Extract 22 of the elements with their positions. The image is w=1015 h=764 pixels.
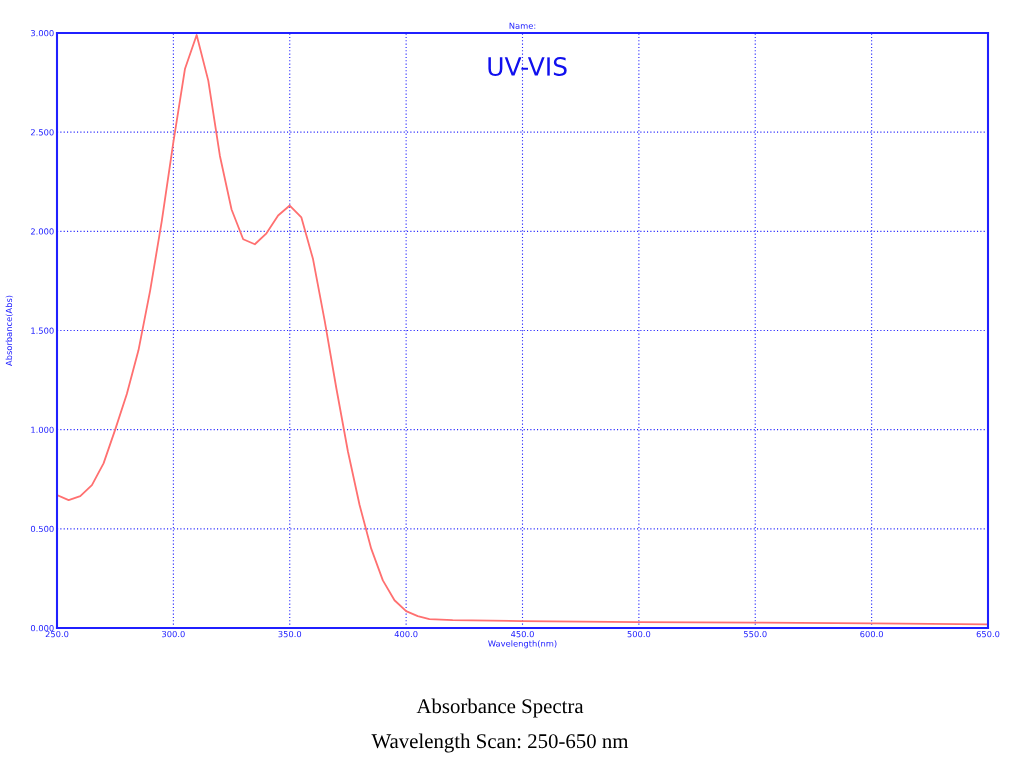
y-tick-label: 1.500 bbox=[31, 327, 54, 334]
chart-title: Name: bbox=[509, 22, 536, 29]
y-tick-label: 3.000 bbox=[31, 29, 54, 37]
x-tick-label: 300.0 bbox=[162, 630, 185, 638]
text: Wavelength Scan: 250-650 nm bbox=[371, 733, 629, 753]
x-tick-label: 550.0 bbox=[743, 630, 767, 638]
text: Absorbance Spectra bbox=[416, 698, 584, 718]
y-tick-label: 1.000 bbox=[31, 426, 54, 433]
x-tick-label: 500.0 bbox=[627, 630, 651, 638]
x-tick-label: 450.0 bbox=[510, 630, 534, 638]
y-tick-label: 0.000 bbox=[30, 624, 54, 632]
y-tick-label: 2.500 bbox=[30, 129, 54, 136]
y-axis-title: Absorbance(Abs) bbox=[5, 295, 14, 366]
x-tick-label: 650.0 bbox=[976, 630, 1000, 638]
x-axis-title: Wavelength(nm) bbox=[488, 640, 557, 649]
annotation: UV-VIS bbox=[488, 57, 567, 76]
y-tick-label: 2.000 bbox=[30, 228, 54, 235]
x-tick-label: 400.0 bbox=[394, 630, 418, 638]
x-tick-label: 600.0 bbox=[860, 630, 883, 638]
x-tick-label: 350.0 bbox=[278, 630, 302, 638]
x-tick-label: 250.0 bbox=[45, 630, 69, 638]
y-tick-label: 0.500 bbox=[30, 525, 54, 533]
